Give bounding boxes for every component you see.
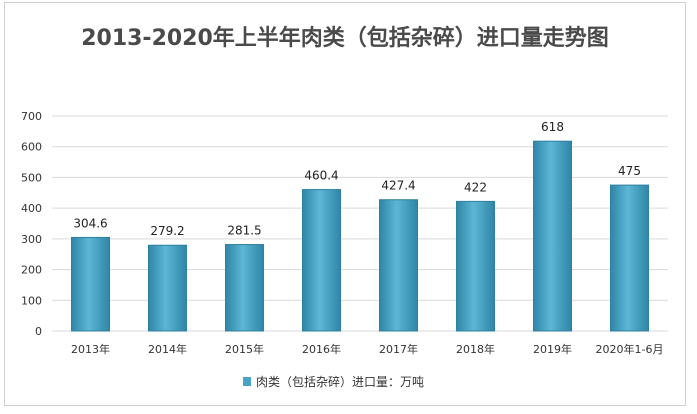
data-label: 279.2 — [150, 224, 184, 238]
x-tick-labels: 2013年 2014年 2015年 2016年 2017年 2018年 2019年 2020年… — [71, 342, 663, 356]
y-tick-label: 700 — [21, 110, 42, 123]
y-tick-label: 200 — [21, 264, 42, 277]
x-tick-label: 2013年 — [71, 342, 110, 356]
data-label: 427.4 — [381, 179, 415, 193]
data-label: 475 — [618, 164, 641, 178]
y-tick-label: 600 — [21, 141, 42, 154]
y-tick-label: 100 — [21, 294, 42, 307]
bars — [71, 140, 649, 332]
legend-swatch — [243, 377, 251, 386]
bar — [71, 236, 110, 332]
legend: 肉类（包括杂碎）进口量：万吨 — [243, 374, 424, 389]
bar — [302, 189, 341, 332]
bar — [225, 244, 264, 332]
y-tick-label: 0 — [35, 325, 42, 338]
x-tick-label: 2018年 — [456, 342, 495, 356]
data-label: 281.5 — [227, 224, 261, 238]
bar — [148, 244, 187, 332]
bar — [379, 199, 418, 332]
bar — [456, 200, 495, 332]
legend-label: 肉类（包括杂碎）进口量：万吨 — [256, 374, 424, 389]
y-tick-label: 400 — [21, 202, 42, 215]
y-tick-labels: 0 100 200 300 400 500 600 700 — [21, 110, 42, 338]
chart-title: 2013-2020年上半年肉类（包括杂碎）进口量走势图 — [81, 26, 609, 51]
data-label: 422 — [464, 180, 487, 194]
bar — [610, 184, 649, 332]
data-label: 304.6 — [73, 216, 107, 230]
bar — [533, 140, 572, 332]
x-tick-label: 2015年 — [225, 342, 264, 356]
data-label: 460.4 — [304, 169, 338, 183]
y-tick-label: 500 — [21, 171, 42, 184]
x-tick-label: 2016年 — [302, 342, 341, 356]
chart-frame — [4, 2, 686, 406]
x-tick-label: 2017年 — [379, 342, 418, 356]
y-tick-label: 300 — [21, 233, 42, 246]
grid-lines — [52, 115, 668, 332]
data-labels: 304.6 279.2 281.5 460.4 427.4 422 618 475 — [73, 120, 641, 238]
x-tick-label: 2019年 — [533, 342, 572, 356]
data-label: 618 — [541, 120, 564, 134]
x-tick-label: 2020年1-6月 — [596, 342, 664, 356]
x-tick-label: 2014年 — [148, 342, 187, 356]
